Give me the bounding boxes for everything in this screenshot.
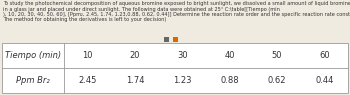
Bar [173,37,178,42]
Text: 0.44: 0.44 [315,76,334,85]
Bar [2,43,348,93]
Text: To study the photochemical decomposition of aqueous bromine exposed to bright su: To study the photochemical decomposition… [3,1,350,6]
Text: 20: 20 [130,51,140,60]
Text: 0.88: 0.88 [220,76,239,85]
Text: in a glass jar and placed under direct sunlight. The following data were obtaine: in a glass jar and placed under direct s… [3,6,280,11]
Text: Tiempo (min): Tiempo (min) [5,51,61,60]
Text: 40: 40 [224,51,235,60]
Text: Ppm Br₂: Ppm Br₂ [16,76,50,85]
Text: 2.45: 2.45 [78,76,97,85]
Text: 0.62: 0.62 [268,76,286,85]
Text: 1.23: 1.23 [173,76,191,85]
Text: 30: 30 [177,51,188,60]
Text: 10: 10 [82,51,93,60]
Text: 50: 50 [272,51,282,60]
Bar [164,37,169,42]
Text: 1.74: 1.74 [126,76,144,85]
Text: The method for obtaining the derivatives is left to your decision): The method for obtaining the derivatives… [3,17,166,23]
Text: 60: 60 [319,51,330,60]
Text: ), 10, 20, 30, 40, 50, 60], [Ppm₂, 2.45, 1.74, 1.23,0.88, 0.62, 0.44]] Determine: ), 10, 20, 30, 40, 50, 60], [Ppm₂, 2.45,… [3,12,350,17]
